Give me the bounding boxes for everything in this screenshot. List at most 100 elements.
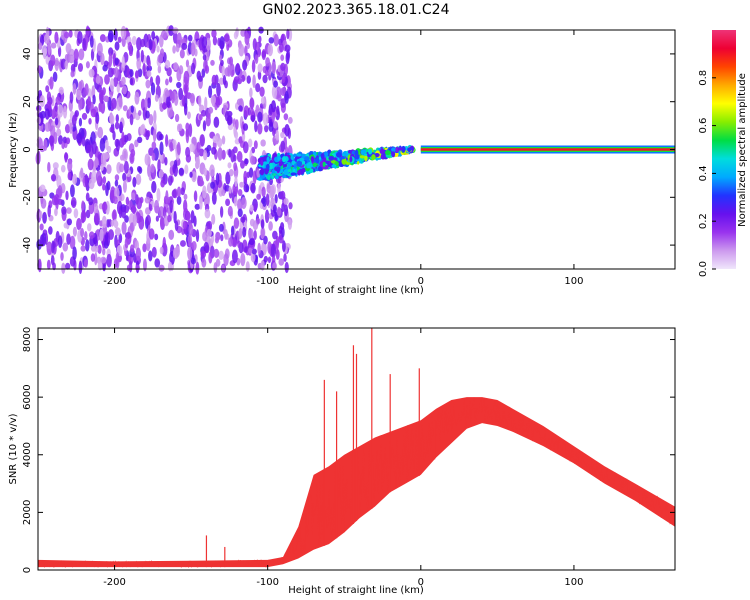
spectrogram-cell [153, 110, 157, 124]
spectrogram-cell [240, 160, 245, 169]
spectrogram-cell [277, 94, 282, 102]
spectrogram-cell [99, 228, 104, 242]
spectrogram-cell [130, 105, 134, 113]
spectrogram-cell [137, 136, 143, 144]
spectrogram-cell [69, 122, 73, 135]
spectrogram-cell [220, 59, 224, 66]
spectrogram-cell [260, 139, 266, 147]
spectrogram-cell [110, 186, 116, 200]
spectrogram-cell [287, 116, 293, 124]
spectrogram-cell [128, 50, 133, 57]
spectrogram-cell [272, 204, 277, 214]
spectrogram-cell [312, 162, 318, 168]
spectrogram-cell [148, 38, 153, 51]
spectrogram-cell [85, 239, 90, 252]
spectrogram-cell [236, 78, 242, 85]
spectrogram-cell [280, 222, 285, 231]
spectrogram-cell [104, 139, 109, 151]
spectrogram-cell [218, 54, 223, 62]
spectrogram-cell [248, 228, 254, 240]
spectrogram-cell [111, 97, 117, 110]
spectrogram-cell [144, 153, 151, 166]
spectrogram-cell [220, 234, 224, 242]
spectrogram-cell [130, 244, 135, 253]
spectrogram-cell [145, 214, 151, 226]
spectrogram-y-axis-label: Frequency (Hz) [8, 112, 19, 188]
y-tick-label: 0 [22, 567, 33, 573]
spectrogram-cell [255, 82, 261, 93]
snr-x-axis-label: Height of straight line (km) [288, 585, 424, 596]
spectrogram-cell [57, 185, 63, 199]
spectrogram-cell [238, 228, 243, 239]
spectrogram-cell [251, 248, 257, 255]
spectrogram-cell [253, 230, 257, 240]
spectrogram-cell [80, 227, 85, 238]
colorbar-gradient [712, 30, 736, 269]
spectrogram-cell [206, 228, 212, 238]
spectrogram-cell [102, 64, 108, 72]
spectrogram-cell [397, 147, 403, 151]
spectrogram-cell [201, 36, 208, 49]
spectrogram-cell [188, 123, 193, 137]
x-tick-label: -100 [256, 577, 279, 588]
spectrogram-cell [102, 248, 106, 256]
spectrogram-cell [189, 143, 195, 153]
spectrogram-cell [46, 242, 52, 250]
spectrogram-cell [265, 163, 270, 170]
spectrogram-cell [39, 210, 43, 219]
spectrogram-cell [171, 189, 177, 199]
spectrogram-cell [234, 175, 238, 187]
spectrogram-cell [268, 37, 275, 44]
spectrogram-cell [72, 246, 77, 261]
spectrogram-cell [211, 191, 217, 205]
spectrogram-cell [56, 128, 62, 137]
spectrogram-cell [168, 25, 175, 37]
spectrogram-cell [251, 146, 256, 154]
spectrogram-cell [115, 138, 120, 152]
spectrogram-cell [204, 96, 208, 111]
spectrogram-cell [239, 181, 244, 188]
spectrogram-cell [119, 121, 123, 134]
spectrogram-cell [183, 70, 190, 85]
spectrogram-cell [80, 167, 84, 179]
spectrogram-cell [322, 161, 326, 168]
spectrogram-cell [257, 63, 263, 73]
spectrogram-cell [70, 197, 77, 209]
spectrogram-cell [256, 169, 261, 178]
spectrogram-cell [190, 257, 196, 265]
spectrogram-cell [257, 70, 262, 80]
spectrogram-cell [244, 246, 248, 253]
spectrogram-cell [260, 159, 264, 166]
spectrogram-cell [242, 226, 247, 238]
spectrogram-cell [155, 75, 161, 86]
spectrogram-cell [210, 181, 216, 189]
spectrogram-cell [165, 134, 169, 147]
spectrogram-cell [44, 122, 51, 132]
spectrogram-cell [143, 258, 147, 272]
spectrogram-cell [229, 56, 234, 66]
spectrogram-cell [274, 193, 278, 204]
spectrogram-cell [248, 238, 255, 246]
x-tick-label: -100 [256, 276, 279, 287]
spectrogram-cell [162, 236, 167, 251]
spectrogram-cell [250, 253, 256, 263]
spectrogram-cell [85, 25, 90, 37]
spectrogram-cell [91, 140, 97, 155]
spectrogram-cell [189, 92, 196, 104]
spectrogram-cell [76, 217, 82, 231]
spectrogram-cell [136, 37, 142, 51]
spectrogram-cell [174, 113, 180, 123]
spectrogram-cell [102, 176, 107, 185]
spectrogram-cell [67, 159, 73, 173]
spectrogram-cell [50, 42, 57, 49]
spectrogram-cell [172, 164, 176, 174]
spectrogram-x-axis-label: Height of straight line (km) [288, 285, 424, 296]
spectrogram-cell [66, 218, 73, 226]
spectrogram-cell [221, 189, 226, 197]
spectrogram-cell [219, 206, 224, 218]
spectrogram-cell [84, 173, 88, 188]
spectrogram-cell [274, 174, 279, 180]
spectrogram-cell [391, 147, 396, 152]
spectrogram-cell [36, 117, 42, 125]
y-tick-label: -20 [22, 189, 33, 205]
